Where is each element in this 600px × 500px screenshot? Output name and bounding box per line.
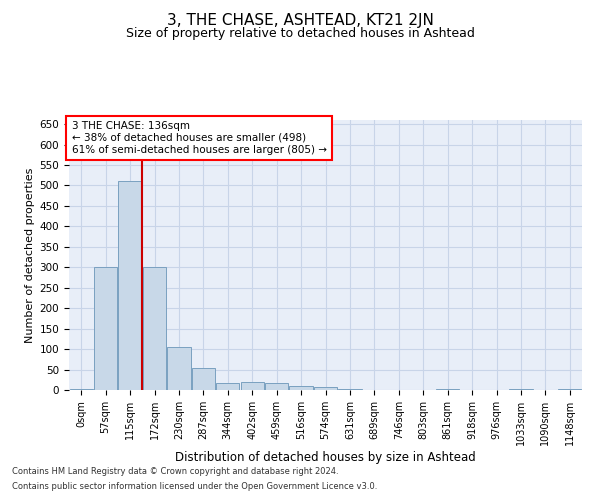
Text: Contains public sector information licensed under the Open Government Licence v3: Contains public sector information licen… — [12, 482, 377, 491]
Y-axis label: Number of detached properties: Number of detached properties — [25, 168, 35, 342]
Bar — [216, 382, 239, 390]
Bar — [289, 386, 313, 390]
Bar — [118, 182, 142, 390]
Bar — [167, 347, 191, 390]
Bar — [558, 389, 581, 390]
Bar — [94, 268, 117, 390]
Text: 3 THE CHASE: 136sqm
← 38% of detached houses are smaller (498)
61% of semi-detac: 3 THE CHASE: 136sqm ← 38% of detached ho… — [71, 122, 326, 154]
Bar — [509, 389, 533, 390]
Text: Size of property relative to detached houses in Ashtead: Size of property relative to detached ho… — [125, 28, 475, 40]
Text: 3, THE CHASE, ASHTEAD, KT21 2JN: 3, THE CHASE, ASHTEAD, KT21 2JN — [167, 12, 433, 28]
Bar — [338, 389, 362, 390]
Bar — [436, 389, 459, 390]
Bar — [314, 386, 337, 390]
Bar — [143, 268, 166, 390]
Text: Contains HM Land Registry data © Crown copyright and database right 2024.: Contains HM Land Registry data © Crown c… — [12, 467, 338, 476]
Bar — [70, 389, 93, 390]
Bar — [192, 368, 215, 390]
Bar — [241, 382, 264, 390]
X-axis label: Distribution of detached houses by size in Ashtead: Distribution of detached houses by size … — [175, 450, 476, 464]
Bar — [265, 382, 288, 390]
